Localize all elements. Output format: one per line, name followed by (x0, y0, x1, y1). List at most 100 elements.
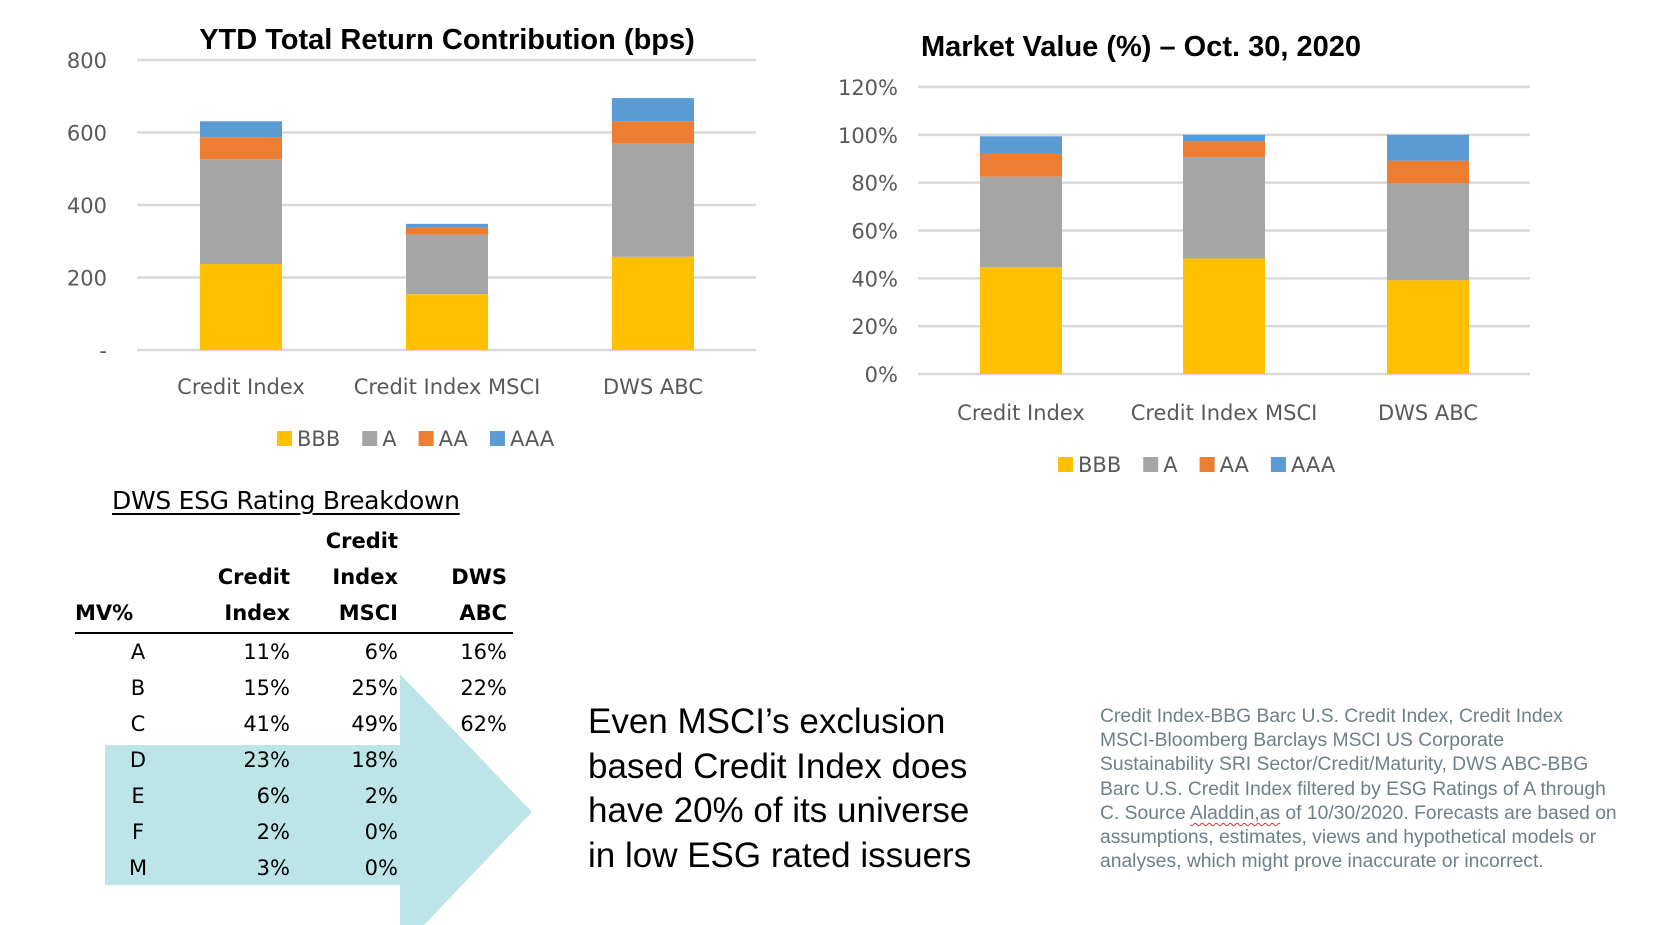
table-row: F 2% 0% (75, 814, 513, 850)
legend-label-aa: AA (439, 427, 469, 451)
footnote-flagged-word: Aladdin,as (1190, 802, 1281, 824)
bar-segment-aa (612, 121, 694, 144)
header-msci-line3: MSCI (338, 601, 398, 625)
header-msci-line1: Credit (325, 529, 398, 553)
dws-abc-cell: 16% (460, 640, 507, 664)
x-tick-label: Credit Index (957, 401, 1085, 425)
x-tick-label: DWS ABC (603, 375, 703, 399)
rating-cell: B (130, 676, 146, 700)
table-row: A 11% 6% 16% (75, 634, 513, 670)
bar-segment-a (612, 143, 694, 257)
bar-segment-a (200, 159, 282, 265)
legend-label-aa: AA (1220, 453, 1250, 477)
rating-cell: A (130, 640, 146, 664)
rating-cell: D (129, 748, 147, 772)
bar-segment-bbb (1387, 280, 1469, 374)
credit-index-msci-cell: 6% (364, 640, 398, 664)
credit-index-cell: 6% (256, 784, 290, 808)
bar-segment-aaa (612, 98, 694, 122)
legend-swatch-bbb (1058, 457, 1073, 472)
x-tick-label: Credit Index (177, 375, 305, 399)
header-msci-line2: Index (332, 565, 398, 589)
credit-index-msci-cell: 18% (351, 748, 398, 772)
legend-label-bbb: BBB (297, 427, 340, 451)
bar-segment-aa (1183, 141, 1265, 158)
callout-line: have 20% of its universe (588, 791, 970, 830)
ytd-return-chart: YTD Total Return Contribution (bps) - 200… (67, 24, 756, 451)
legend-label-bbb: BBB (1078, 453, 1121, 477)
bar-segment-bbb (612, 256, 694, 350)
header-mv: MV% (75, 601, 134, 625)
bar-segment-aa (406, 227, 488, 235)
table-row: D 23% 18% (75, 742, 513, 778)
legend-swatch-aaa (489, 431, 505, 446)
rating-cell: M (128, 856, 148, 880)
x-tick-label: Credit Index MSCI (1131, 401, 1318, 425)
legend-swatch-bbb (277, 431, 292, 446)
legend-label-a: A (382, 427, 397, 451)
bar-segment-bbb (406, 294, 488, 350)
x-tick-label: DWS ABC (1378, 401, 1478, 425)
rating-cell: C (130, 712, 146, 736)
bar-segment-aaa (200, 121, 282, 138)
callout-line: Even MSCI’s exclusion (588, 702, 946, 741)
market-value-chart: Market Value (%) – Oct. 30, 2020 0% 20% 40… (838, 31, 1530, 477)
y-tick-label: 800 (67, 49, 107, 73)
x-tick-label: Credit Index MSCI (354, 375, 541, 399)
callout-line: in low ESG rated issuers (588, 835, 972, 875)
bar-segment-aaa (1387, 134, 1469, 161)
y-tick-label: 40% (851, 267, 898, 291)
y-tick-label: 120% (838, 76, 898, 100)
bar-segment-aaa (980, 136, 1062, 154)
y-tick-label: 200 (67, 267, 107, 291)
header-dws-line2: ABC (459, 601, 507, 625)
callout-line: based Credit Index does (588, 746, 968, 786)
bar-segment-aa (200, 137, 282, 160)
credit-index-msci-cell: 49% (351, 712, 398, 736)
y-tick-label: 60% (851, 220, 898, 244)
legend-swatch-aa (1199, 457, 1215, 472)
bar-segment-a (1387, 183, 1469, 281)
bar-segment-a (406, 234, 488, 295)
dws-abc-cell: 62% (460, 712, 507, 736)
table-row: E 6% 2% (75, 778, 513, 814)
legend-label-aaa: AAA (1291, 453, 1336, 477)
source-footnote: Credit Index-BBG Barc U.S. Credit Index,… (1100, 705, 1620, 874)
header-rule (75, 632, 513, 634)
bar-segment-a (1183, 157, 1265, 259)
y-tick-label: - (99, 339, 107, 363)
chart-title: YTD Total Return Contribution (bps) (199, 24, 695, 56)
table-row: C 41% 49% 62% (75, 706, 513, 742)
credit-index-msci-cell: 25% (351, 676, 398, 700)
table-row: M 3% 0% (75, 850, 513, 886)
table-row: B 15% 25% 22% (75, 670, 513, 706)
bar-segment-bbb (200, 264, 282, 350)
credit-index-cell: 41% (243, 712, 290, 736)
dws-abc-cell: 22% (460, 676, 507, 700)
credit-index-msci-cell: 2% (364, 784, 398, 808)
bar-segment-aaa (406, 223, 488, 228)
y-tick-label: 600 (67, 122, 107, 146)
header-credit-line2: Index (224, 601, 290, 625)
bar-segment-aaa (1183, 134, 1265, 142)
callout-text: Even MSCI’s exclusion based Credit Index… (588, 700, 1008, 878)
header-credit-line1: Credit (217, 565, 290, 589)
bar-segment-a (980, 176, 1062, 268)
legend-swatch-aa (418, 431, 434, 446)
credit-index-cell: 11% (243, 640, 290, 664)
header-dws-line1: DWS (451, 565, 507, 589)
arrow-shape (105, 674, 532, 925)
rating-cell: F (131, 820, 145, 844)
bar-segment-aa (1387, 160, 1469, 184)
y-tick-label: 400 (67, 194, 107, 218)
y-tick-label: 20% (851, 315, 898, 339)
bar-segment-aa (980, 153, 1062, 177)
credit-index-cell: 23% (243, 748, 290, 772)
y-tick-label: 100% (838, 124, 898, 148)
table-title: DWS ESG Rating Breakdown (112, 486, 460, 515)
y-tick-label: 80% (851, 172, 898, 196)
footnote-part1: Credit Index-BBG Barc U.S. Credit Index,… (1100, 706, 1606, 824)
legend-label-a: A (1163, 453, 1178, 477)
y-tick-label: 0% (865, 363, 898, 387)
